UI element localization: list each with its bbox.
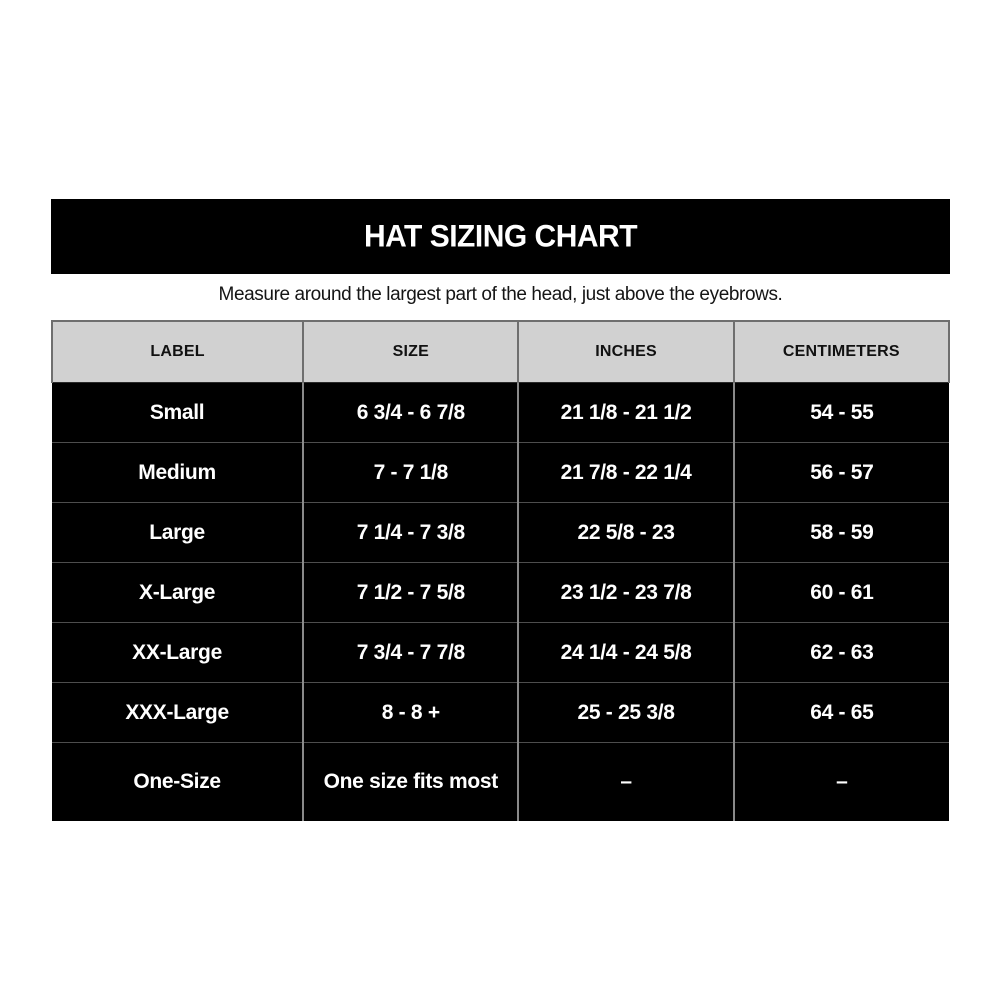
table-row: Small 6 3/4 - 6 7/8 21 1/8 - 21 1/2 54 - 55 [52, 382, 949, 443]
table-cell: 7 - 7 1/8 [302, 442, 519, 503]
table-cell: 64 - 65 [732, 682, 949, 743]
table-cell: 21 7/8 - 22 1/4 [517, 442, 734, 503]
table-cell: 7 3/4 - 7 7/8 [302, 622, 519, 683]
table-cell: 7 1/4 - 7 3/8 [302, 502, 519, 563]
table-cell: – [517, 742, 734, 821]
table-cell: 24 1/4 - 24 5/8 [517, 622, 734, 683]
table-cell: Large [52, 502, 304, 563]
table-cell: 23 1/2 - 23 7/8 [517, 562, 734, 623]
table-cell: Small [52, 382, 304, 443]
table-body: Small 6 3/4 - 6 7/8 21 1/8 - 21 1/2 54 - 55… [52, 382, 949, 821]
column-header: LABEL [50, 320, 304, 383]
table-cell: 56 - 57 [732, 442, 949, 503]
table-cell: 58 - 59 [732, 502, 949, 563]
table-cell: X-Large [52, 562, 304, 623]
table-cell: 7 1/2 - 7 5/8 [302, 562, 519, 623]
table-cell: 22 5/8 - 23 [517, 502, 734, 563]
table-cell: 8 - 8 + [302, 682, 519, 743]
table-row: Medium 7 - 7 1/8 21 7/8 - 22 1/4 56 - 57 [52, 442, 949, 503]
table-cell: One size fits most [302, 742, 519, 821]
column-header: SIZE [302, 320, 519, 383]
column-header: INCHES [517, 320, 734, 383]
table-cell: 21 1/8 - 21 1/2 [517, 382, 734, 443]
table-row: X-Large 7 1/2 - 7 5/8 23 1/2 - 23 7/8 60 - … [52, 562, 949, 623]
table-cell: – [732, 742, 949, 821]
measurement-instructions: Measure around the largest part of the h… [218, 284, 783, 305]
table-cell: 62 - 63 [732, 622, 949, 683]
table-cell: 54 - 55 [732, 382, 949, 443]
table-row: Large 7 1/4 - 7 3/8 22 5/8 - 23 58 - 59 [52, 502, 949, 563]
table-cell: XX-Large [52, 622, 304, 683]
table-cell: 6 3/4 - 6 7/8 [302, 382, 519, 443]
hat-sizing-table: LABEL SIZE INCHES CENTIMETERS Small 6 3/4 - … [50, 320, 951, 821]
table-row: XX-Large 7 3/4 - 7 7/8 24 1/4 - 24 5/8 62 -… [52, 622, 949, 683]
table-cell: Medium [52, 442, 304, 503]
table-header-row: LABEL SIZE INCHES CENTIMETERS [50, 320, 951, 383]
table-cell: XXX-Large [52, 682, 304, 743]
title-banner: HAT SIZING CHART [51, 199, 950, 274]
table-cell: 60 - 61 [732, 562, 949, 623]
page-title: HAT SIZING CHART [363, 218, 638, 254]
table-row: XXX-Large 8 - 8 +25 - 25 3/8 64 - 65 [52, 682, 949, 743]
table-cell: One-Size [52, 742, 304, 821]
table-row: One-Size One size fits most – – [52, 742, 949, 821]
table-cell: 25 - 25 3/8 [517, 682, 734, 743]
column-header: CENTIMETERS [732, 320, 951, 383]
